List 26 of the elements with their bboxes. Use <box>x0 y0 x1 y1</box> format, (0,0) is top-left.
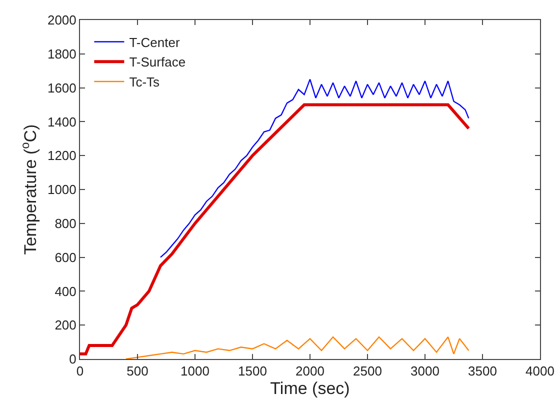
x-tick-label: 2000 <box>296 364 324 379</box>
x-tick-label: 3500 <box>468 364 497 379</box>
y-tick-label: 1200 <box>47 148 76 164</box>
y-tick-label: 1800 <box>47 46 76 62</box>
x-tick-label: 2500 <box>353 364 382 379</box>
y-tick-label: 200 <box>54 318 76 333</box>
legend-label: T-Center <box>129 34 180 50</box>
y-tick-label: 2000 <box>47 12 76 28</box>
x-tick-label: 4000 <box>526 364 554 379</box>
y-tick-label: 0 <box>69 352 76 367</box>
x-tick-label: 1500 <box>238 364 267 379</box>
x-tick-label: 3000 <box>410 364 440 379</box>
y-tick-label: 1400 <box>47 114 76 130</box>
line-series <box>160 78 470 258</box>
y-tick-label: 400 <box>54 284 76 299</box>
x-tick-label: 500 <box>126 364 148 379</box>
y-tick-label: 1000 <box>47 182 76 198</box>
legend-label: T-Surface <box>129 54 186 70</box>
x-axis-title: Time (sec) <box>270 379 350 398</box>
line-series <box>125 336 470 359</box>
line-series <box>80 103 470 356</box>
y-tick-label: 1600 <box>47 80 76 96</box>
y-tick-label: 800 <box>54 216 76 231</box>
x-tick-label: 1000 <box>180 364 210 379</box>
y-tick-label: 600 <box>54 250 76 265</box>
legend-label: Tc-Ts <box>129 74 160 90</box>
